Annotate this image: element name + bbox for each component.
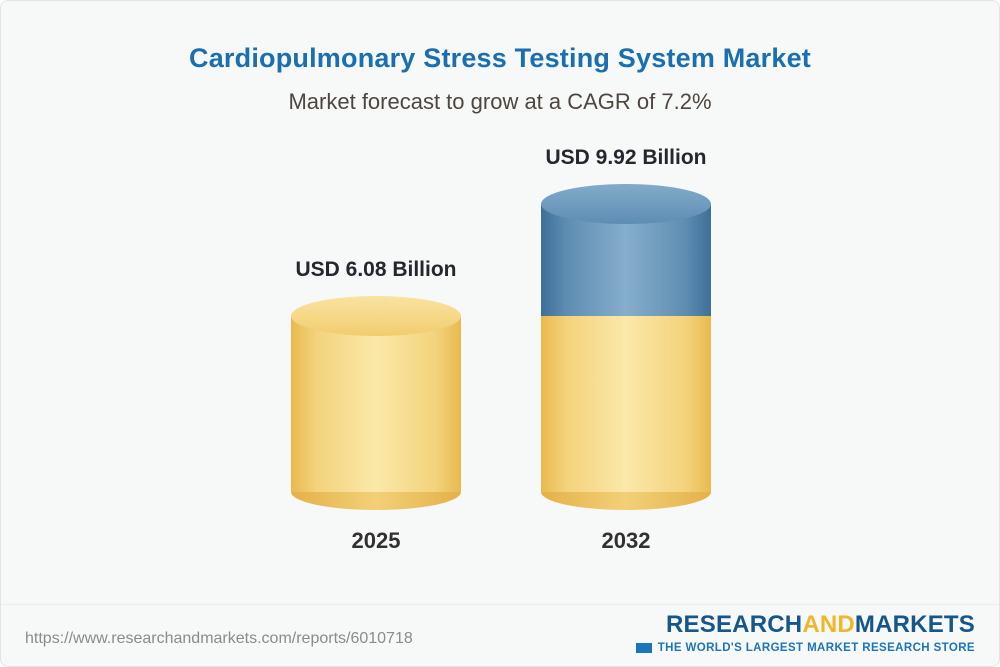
brand-logo: RESEARCHANDMARKETS THE WORLD'S LARGEST M… [635,611,975,654]
cylinder-2032-top-ellipse [541,184,711,225]
year-label-2025: 2025 [351,528,401,553]
brand-logo-tagline-row: THE WORLD'S LARGEST MARKET RESEARCH STOR… [635,642,975,654]
bar-2032: USD 9.92 Billion 2032 [541,146,711,556]
logo-tagline-bar-icon [635,643,652,653]
cylinder-2025 [291,295,461,510]
cylinder-2025-body [291,315,461,492]
source-url: https://www.researchandmarkets.com/repor… [25,630,413,647]
logo-word-markets: MARKETS [854,611,975,638]
bar-2025: USD 6.08 Billion 2025 [291,258,461,556]
brand-logo-tagline: THE WORLD'S LARGEST MARKET RESEARCH STOR… [657,642,975,654]
logo-word-and: AND [802,611,855,638]
logo-word-research: RESEARCH [666,611,803,638]
value-label-2025: USD 6.08 Billion [295,257,457,281]
cylinder-2025-top-ellipse [291,295,461,336]
brand-logo-wordmark: RESEARCHANDMARKETS [636,611,975,639]
cylinder-2032 [541,184,711,510]
value-label-2032: USD 9.92 Billion [545,146,707,170]
year-label-2032: 2032 [601,528,651,553]
chart-subtitle: Market forecast to grow at a CAGR of 7.2… [288,89,712,114]
footer: https://www.researchandmarkets.com/repor… [1,604,999,666]
cylinder-2032-base-segment [541,315,711,492]
chart-title: Cardiopulmonary Stress Testing System Ma… [189,43,811,73]
